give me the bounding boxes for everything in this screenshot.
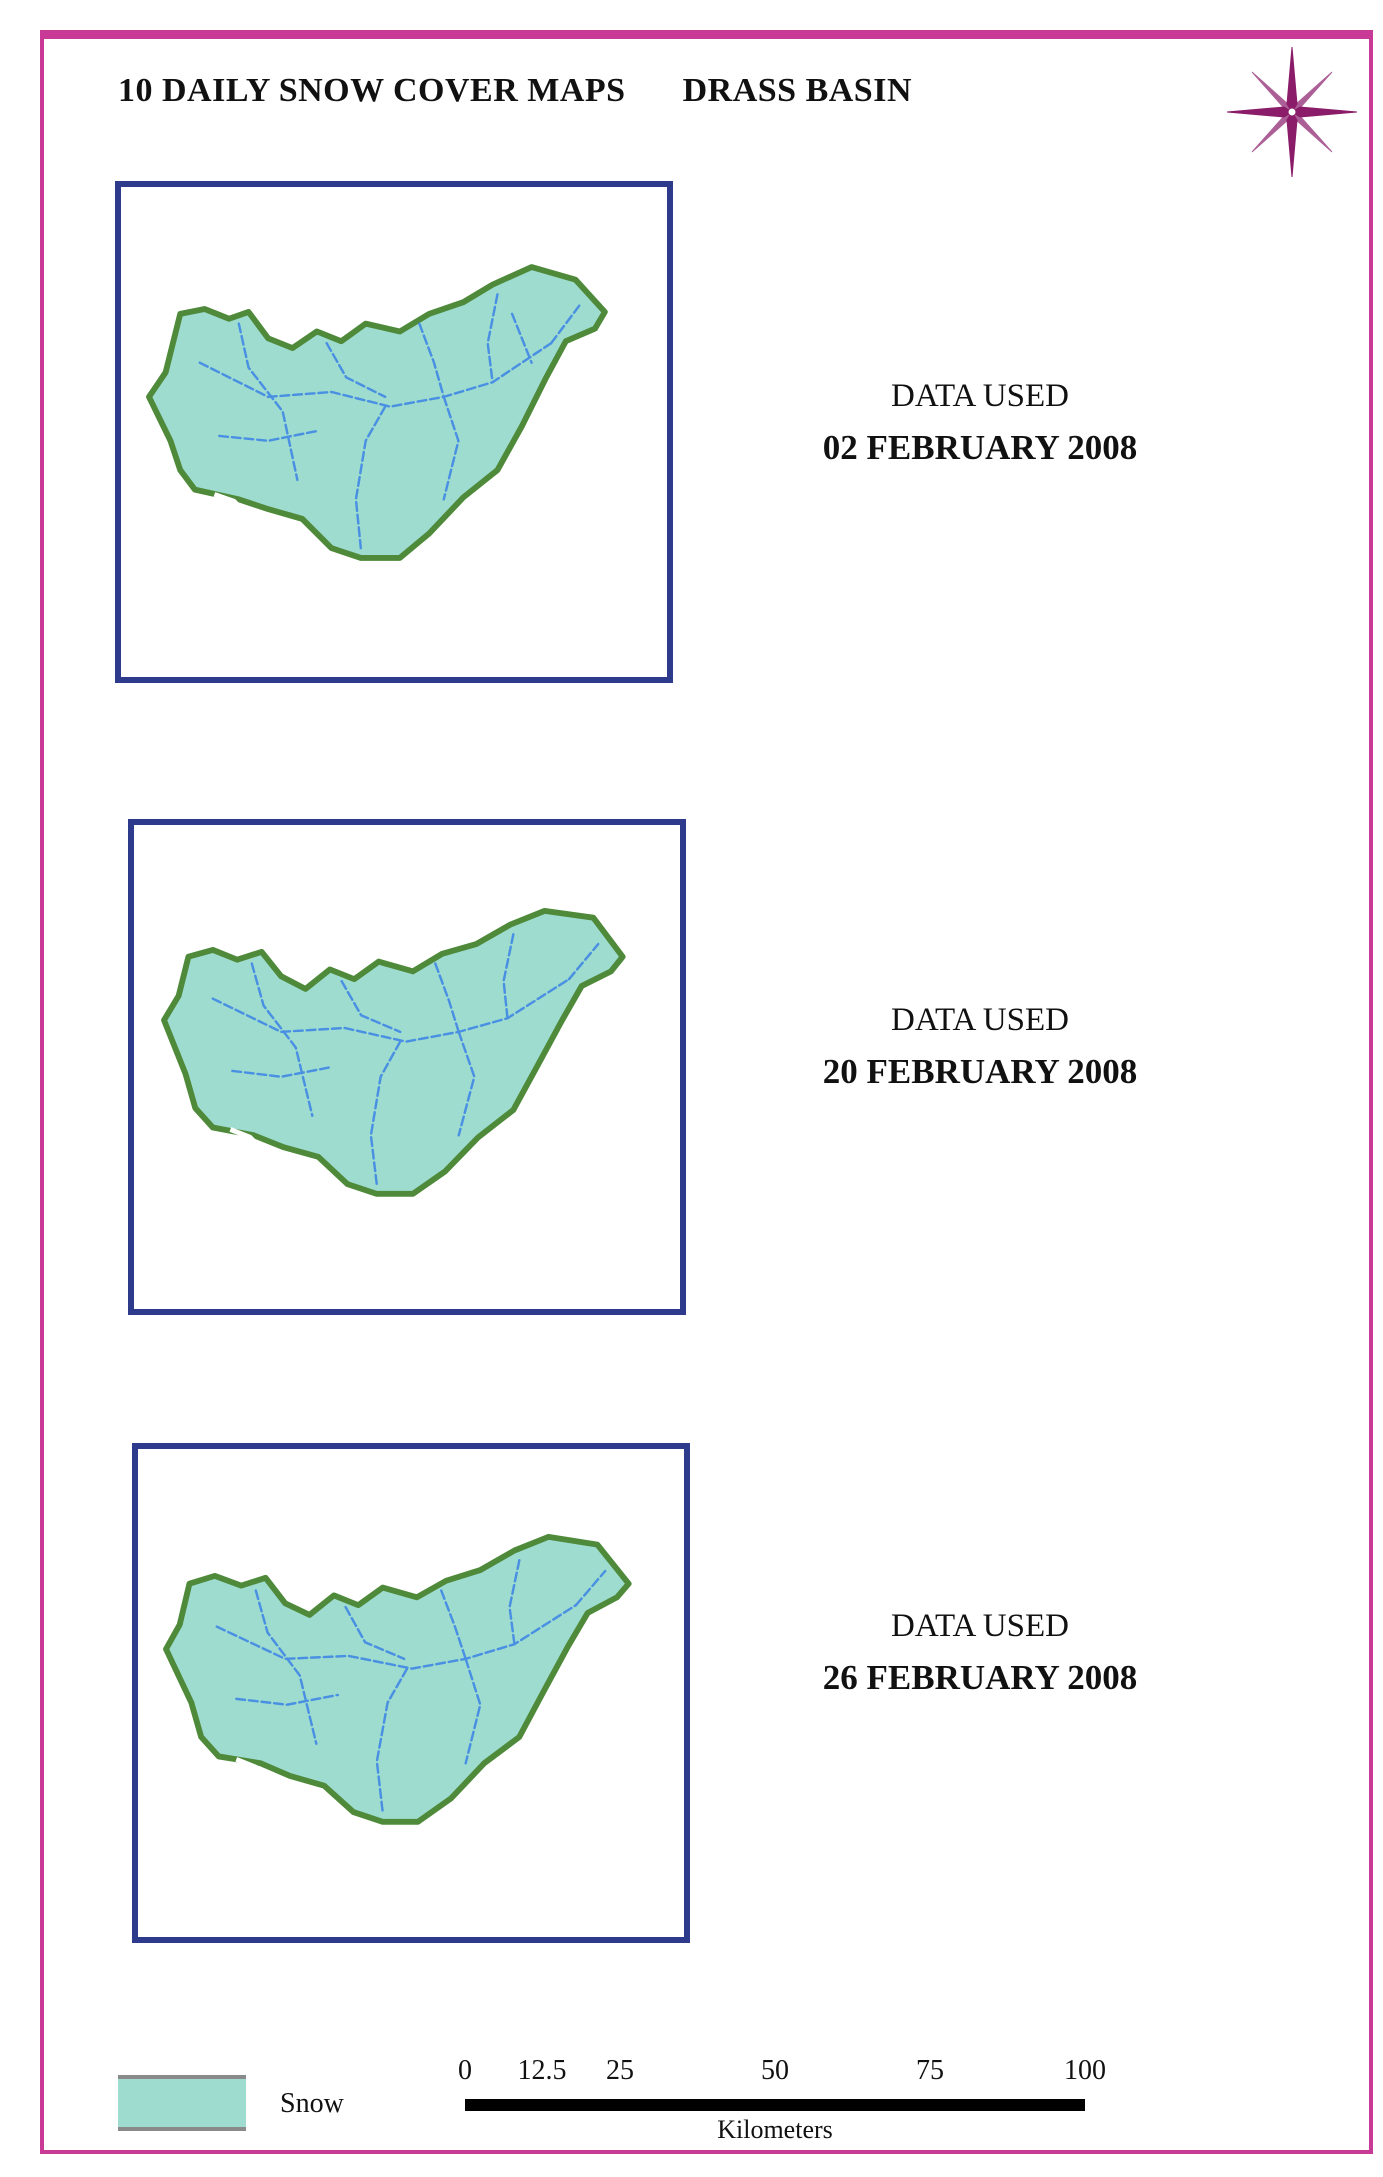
- date-value: 20 FEBRUARY 2008: [822, 1052, 1138, 1091]
- title-text: 10 DAILY SNOW COVER MAPS: [118, 72, 626, 109]
- scale-unit-label: Kilometers: [717, 2115, 833, 2144]
- basin-map-1: [146, 264, 608, 561]
- date-value: 26 FEBRUARY 2008: [822, 1658, 1138, 1697]
- scale-tick-label: 0: [458, 2055, 472, 2086]
- page-frame: [40, 30, 1373, 2154]
- basin-name: DRASS BASIN: [682, 72, 912, 109]
- date-label-3: DATA USED 26 FEBRUARY 2008: [770, 1600, 1190, 1704]
- basin-map-2: [161, 907, 626, 1197]
- snow-map-panel-1: [115, 181, 673, 683]
- compass-rose-icon: [1222, 42, 1362, 182]
- scale-tick-label: 75: [916, 2055, 944, 2086]
- data-used-label: DATA USED: [891, 1608, 1069, 1644]
- scale-line: [465, 2099, 1085, 2111]
- date-value: 02 FEBRUARY 2008: [822, 428, 1138, 467]
- snow-map-panel-3: [132, 1443, 690, 1943]
- scale-tick-label: 25: [606, 2055, 634, 2086]
- date-label-2: DATA USED 20 FEBRUARY 2008: [770, 994, 1190, 1098]
- map-title: 10 DAILY SNOW COVER MAPS DRASS BASIN: [118, 72, 912, 110]
- scale-bar: 0 12.5 25 50 75 100 Kilometers: [458, 2055, 1106, 2155]
- data-used-label: DATA USED: [891, 1002, 1069, 1038]
- legend-label-snow: Snow: [280, 2088, 344, 2119]
- scale-tick-label: 100: [1064, 2055, 1106, 2086]
- scale-tick-label: 12.5: [517, 2055, 567, 2086]
- data-used-label: DATA USED: [891, 378, 1069, 414]
- legend-swatch-snow: [118, 2075, 246, 2131]
- snow-map-panel-2: [128, 819, 686, 1315]
- basin-polygon: [146, 264, 608, 561]
- date-label-1: DATA USED 02 FEBRUARY 2008: [770, 370, 1190, 474]
- scale-tick-label: 50: [761, 2055, 789, 2086]
- basin-polygon: [163, 1533, 632, 1825]
- basin-map-3: [163, 1533, 632, 1825]
